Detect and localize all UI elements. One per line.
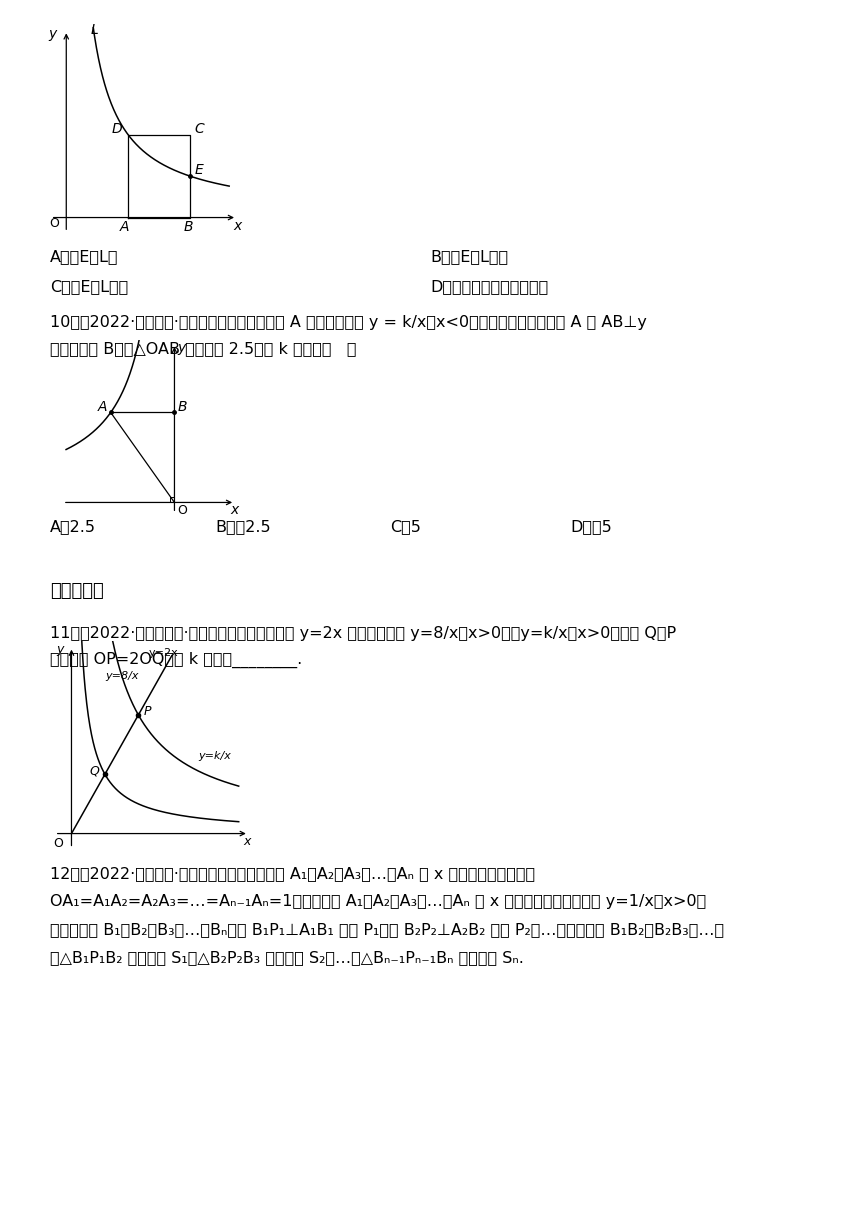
Text: 的图像于点 B₁，B₂，B₃，…，Bₙ，作 B₁P₁⊥A₁B₁ 于点 P₁，作 B₂P₂⊥A₂B₂ 于点 P₂，…，依次连接 B₁B₂，B₂B₃，…，: 的图像于点 B₁，B₂，B₃，…，Bₙ，作 B₁P₁⊥A₁B₁ 于点 P₁，作 … — [50, 922, 724, 938]
Text: P: P — [144, 705, 150, 717]
Text: E: E — [195, 163, 204, 178]
Text: D．以上三种情况都有可能: D．以上三种情况都有可能 — [430, 278, 549, 294]
Text: D: D — [112, 122, 123, 136]
Text: B．点E在L上方: B．点E在L上方 — [430, 249, 508, 264]
Text: OA₁=A₁A₂=A₂A₃=…=Aₙ₋₁Aₙ=1，分别过点 A₁，A₂，A₃，…，Aₙ 作 x 轴的垂线交反比例函数 y=1/x（x>0）: OA₁=A₁A₂=A₂A₃=…=Aₙ₋₁Aₙ=1，分别过点 A₁，A₂，A₃，…… — [50, 894, 706, 910]
Text: 记△B₁P₁B₂ 的面积为 S₁，△B₂P₂B₃ 的面积为 S₂，…，△Bₙ₋₁Pₙ₋₁Bₙ 的面积为 Sₙ.: 记△B₁P₁B₂ 的面积为 S₁，△B₂P₂B₃ 的面积为 S₂，…，△Bₙ₋₁… — [50, 950, 524, 966]
Text: D．－5: D．－5 — [570, 519, 611, 534]
Text: A: A — [120, 220, 129, 235]
Text: B: B — [178, 400, 187, 413]
Text: y=2x: y=2x — [149, 648, 178, 658]
Text: y=8/x: y=8/x — [105, 671, 138, 681]
Text: C: C — [194, 122, 204, 136]
Text: A．点E在L上: A．点E在L上 — [50, 249, 119, 264]
Text: x: x — [233, 219, 242, 233]
Text: B．－2.5: B．－2.5 — [215, 519, 271, 534]
Text: C．点E在L下方: C．点E在L下方 — [50, 278, 128, 294]
Text: 二、填空题: 二、填空题 — [50, 582, 104, 599]
Text: 11．（2022·河北石家庄·九年级期末）如图，直线 y=2x 分别与双曲线 y=8/x（x>0）、y=k/x（x>0）交于 Q、P: 11．（2022·河北石家庄·九年级期末）如图，直线 y=2x 分别与双曲线 y… — [50, 626, 676, 641]
Text: 10．（2022·河北唐山·九年级期末）如图，已知 A 为反比例函数 y = k/x（x<0）的图象上一点，过点 A 作 AB⊥y: 10．（2022·河北唐山·九年级期末）如图，已知 A 为反比例函数 y = k… — [50, 315, 647, 330]
Text: A: A — [97, 400, 107, 413]
Text: y: y — [57, 643, 64, 657]
Text: B: B — [184, 220, 194, 235]
Text: y=k/x: y=k/x — [199, 751, 231, 761]
Text: y: y — [177, 340, 185, 355]
Text: O: O — [178, 503, 187, 517]
Text: L: L — [90, 23, 98, 38]
Text: A．2.5: A．2.5 — [50, 519, 96, 534]
Text: O: O — [49, 216, 58, 230]
Text: 轴，垂足为 B，若△OAB 的面积为 2.5，则 k 的值为（   ）: 轴，垂足为 B，若△OAB 的面积为 2.5，则 k 的值为（ ） — [50, 340, 357, 356]
Text: y: y — [49, 27, 57, 41]
Text: 12．（2022·河北承德·九年级期末）如图，已知 A₁，A₂，A₃，…，Aₙ 是 x 轴正半轴上的点，且: 12．（2022·河北承德·九年级期末）如图，已知 A₁，A₂，A₃，…，Aₙ … — [50, 866, 535, 882]
Text: O: O — [53, 837, 63, 850]
Text: C．5: C．5 — [390, 519, 421, 534]
Text: x: x — [230, 503, 238, 517]
Text: Q: Q — [90, 765, 100, 777]
Text: 两点，且 OP=2OQ，则 k 的值为________.: 两点，且 OP=2OQ，则 k 的值为________. — [50, 652, 302, 669]
Text: x: x — [243, 835, 251, 848]
